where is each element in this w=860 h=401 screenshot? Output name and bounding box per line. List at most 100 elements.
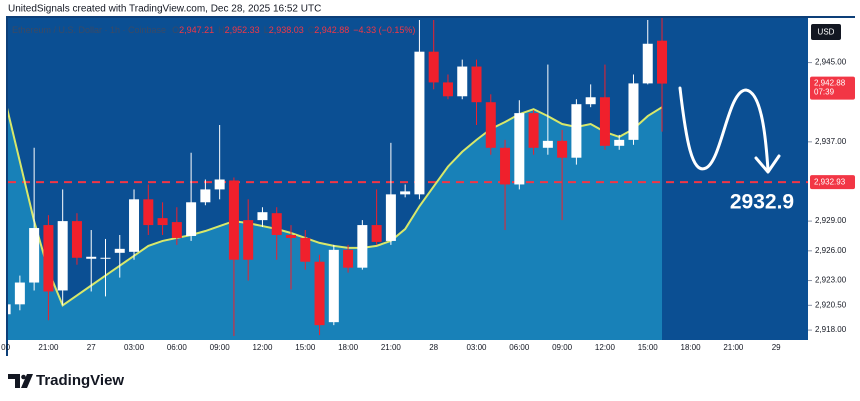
candle-body xyxy=(8,304,11,315)
candle-body xyxy=(628,83,639,140)
plot xyxy=(8,18,808,340)
candle-body xyxy=(14,282,25,305)
legend-key: H xyxy=(218,25,225,35)
x-tick-label: 27 xyxy=(87,343,96,352)
candle-body xyxy=(571,104,582,158)
y-tick-label: 2,923.00 xyxy=(815,276,847,285)
drawn-arrow xyxy=(678,86,770,172)
x-tick-label: 03:00 xyxy=(466,343,487,352)
candle-body xyxy=(599,97,610,146)
legend-change: −4.33 (−0.15%) xyxy=(353,25,415,35)
candle-body xyxy=(171,222,182,238)
logo-mark xyxy=(8,374,20,388)
candle-body xyxy=(43,225,54,292)
candle-body xyxy=(500,147,511,185)
candle-body xyxy=(471,66,482,103)
currency-button[interactable] xyxy=(811,24,841,40)
candle-body xyxy=(528,113,539,148)
x-tick-label: 28 xyxy=(429,343,438,352)
candle-body xyxy=(271,213,282,235)
candle-body xyxy=(642,43,653,84)
x-tick-label: 15:00 xyxy=(295,343,316,352)
candle-body xyxy=(200,189,211,203)
candle-body xyxy=(257,212,268,221)
candle-body xyxy=(542,140,553,148)
candle-body xyxy=(86,256,97,259)
candle-body xyxy=(328,249,339,323)
candle-body xyxy=(300,237,311,262)
x-tick-label: 18:00 xyxy=(338,343,359,352)
candle-body xyxy=(385,194,396,241)
candle-body xyxy=(357,225,368,268)
y-tick-label: 2,926.00 xyxy=(815,246,847,255)
x-tick-label: 21:00 xyxy=(38,343,59,352)
candle-body xyxy=(228,180,239,260)
axes: 2,945.00 2,937.00 2,929.00 2,926.00 2,923.00… xyxy=(1,58,855,352)
last-price-label: 2,942.88 xyxy=(814,79,846,88)
y-tick-label: 2,918.00 xyxy=(815,325,847,334)
brand: TradingView xyxy=(36,372,124,389)
legend-key: O xyxy=(172,25,179,35)
logo xyxy=(8,374,33,388)
y-tick-label: 2,929.00 xyxy=(815,216,847,225)
x-tick-label: 21:00 xyxy=(723,343,744,352)
level-tag-label: 2,932.93 xyxy=(814,177,846,186)
currency-label: USD xyxy=(818,28,835,37)
legend-value: 2,952.33 xyxy=(225,25,260,35)
x-tick-label: 12:00 xyxy=(595,343,616,352)
candle-body xyxy=(343,249,354,268)
candle-body xyxy=(100,257,111,259)
y-tick-label: 2,920.50 xyxy=(815,300,847,309)
x-tick-label: 09:00 xyxy=(210,343,231,352)
x-tick-label: 12:00 xyxy=(252,343,273,352)
candle-body xyxy=(243,220,254,260)
candle-body xyxy=(29,228,40,283)
level-tag xyxy=(810,175,855,190)
legend-symbol: Ethereum / U.S. Dollar · 1h · Coinbase xyxy=(12,25,166,35)
x-tick-label: 18:00 xyxy=(681,343,702,352)
candle-body xyxy=(428,51,439,83)
candle-body xyxy=(371,225,382,242)
candle-body xyxy=(114,248,125,253)
candle-body xyxy=(485,102,496,148)
candle-body xyxy=(286,234,296,238)
candle-body xyxy=(557,140,568,158)
x-tick-label: 15:00 xyxy=(638,343,659,352)
candle-body xyxy=(314,261,325,326)
countdown-label: 07:39 xyxy=(814,88,835,97)
header: UnitedSignals created with TradingView.c… xyxy=(8,4,321,15)
arrow-head xyxy=(754,154,781,174)
x-tick-label: 09:00 xyxy=(552,343,573,352)
x-tick-label: 06:00 xyxy=(167,343,188,352)
candle-body xyxy=(514,113,525,185)
logo-slash xyxy=(21,374,33,388)
logo-dot xyxy=(21,374,26,380)
candle-body xyxy=(71,221,82,258)
candle-body xyxy=(414,51,425,195)
annotation: 2932.9 xyxy=(730,191,794,214)
legend-key: L xyxy=(264,25,269,35)
x-tick-label: 21:00 xyxy=(381,343,402,352)
candle-body xyxy=(143,199,154,226)
candle-body xyxy=(400,191,411,195)
candle-body xyxy=(657,40,668,84)
candle-body xyxy=(157,218,168,226)
candle-body xyxy=(214,179,225,190)
candle-body xyxy=(57,221,68,291)
candle-body xyxy=(186,202,197,236)
x-tick-label: 29 xyxy=(772,343,781,352)
ma-area xyxy=(8,107,663,340)
legend-value: 2,942.88 xyxy=(314,25,349,35)
y-tick-label: 2,937.00 xyxy=(815,137,847,146)
candle-body xyxy=(457,66,468,97)
x-tick-label: 06:00 xyxy=(509,343,530,352)
legend-value: 2,947.21 xyxy=(179,25,214,35)
x-tick-label: 00 xyxy=(1,343,10,352)
y-tick-label: 2,945.00 xyxy=(815,58,847,67)
legend-key: C xyxy=(308,25,315,35)
candle-body xyxy=(585,97,596,105)
candle-body xyxy=(129,199,140,252)
candle-body xyxy=(442,82,453,97)
